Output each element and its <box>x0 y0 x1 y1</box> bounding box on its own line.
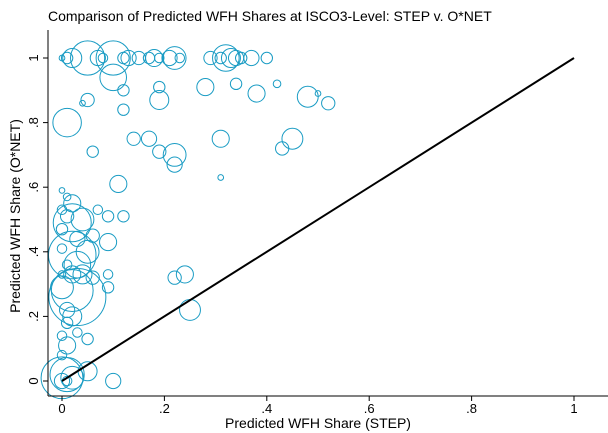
points-layer <box>40 40 336 400</box>
y-tick-label: 0 <box>26 377 41 384</box>
data-point <box>59 209 75 224</box>
data-point <box>70 40 106 76</box>
data-point <box>214 51 227 65</box>
data-point <box>153 80 166 94</box>
data-point <box>211 129 230 148</box>
data-point <box>79 99 86 107</box>
data-point <box>272 79 282 89</box>
data-point <box>152 144 167 159</box>
data-point <box>117 51 130 65</box>
data-point <box>48 268 107 327</box>
data-point <box>101 210 115 223</box>
data-point <box>162 46 187 70</box>
data-point <box>56 330 68 342</box>
data-point <box>62 306 83 327</box>
data-point <box>281 127 304 150</box>
data-point <box>62 192 72 202</box>
data-point <box>117 210 130 223</box>
data-point <box>243 49 260 67</box>
data-point <box>50 269 94 312</box>
data-point <box>117 103 130 116</box>
data-point <box>149 89 170 110</box>
x-tick-label: .2 <box>159 401 170 416</box>
data-point <box>52 203 92 243</box>
data-point <box>101 281 115 294</box>
data-point <box>63 250 92 279</box>
chart-title: Comparison of Predicted WFH Shares at IS… <box>48 8 492 24</box>
x-tick-label: .4 <box>261 401 272 416</box>
y-tick-label: .2 <box>26 311 41 322</box>
data-point <box>70 207 95 232</box>
y-tick-label: .6 <box>26 182 41 193</box>
data-point <box>99 233 118 252</box>
data-point <box>167 270 182 285</box>
data-point <box>105 372 122 390</box>
x-axis-label: Predicted WFH Share (STEP) <box>225 415 411 431</box>
y-tick-label: .4 <box>26 246 41 257</box>
reference-line-45deg <box>61 57 575 382</box>
data-point <box>60 51 74 65</box>
x-tick-label: 1 <box>570 401 577 416</box>
data-point <box>85 270 100 285</box>
data-point <box>154 52 165 64</box>
ticks-layer: 0 .2 .4 .6 .8 1 0 .2 .4 .6 .8 1 <box>26 54 578 416</box>
data-point <box>260 51 273 65</box>
data-point <box>72 264 93 285</box>
data-point <box>56 243 68 254</box>
data-point <box>120 49 137 67</box>
data-point <box>161 49 178 67</box>
y-tick-label: .8 <box>26 117 41 128</box>
y-tick-label: 1 <box>26 54 41 61</box>
x-tick-label: .6 <box>364 401 375 416</box>
data-point <box>235 51 248 65</box>
data-point <box>81 332 94 346</box>
data-point <box>53 372 71 390</box>
data-point <box>40 356 84 400</box>
data-point <box>229 77 243 91</box>
data-point <box>174 52 186 64</box>
data-point <box>203 50 218 66</box>
x-tick-label: 0 <box>58 401 65 416</box>
data-point <box>179 298 201 321</box>
data-point <box>275 141 290 156</box>
x-tick-label: .8 <box>466 401 477 416</box>
data-point <box>59 301 76 319</box>
data-point <box>162 143 187 167</box>
data-point <box>56 349 68 361</box>
data-point <box>220 48 241 68</box>
data-point <box>321 96 336 111</box>
data-point <box>62 48 83 68</box>
data-point <box>196 78 215 97</box>
data-point <box>314 90 322 97</box>
data-point <box>80 92 95 108</box>
data-point <box>296 85 319 108</box>
data-point <box>92 204 104 216</box>
data-point <box>61 259 73 270</box>
data-point <box>212 44 240 72</box>
data-point <box>60 316 74 330</box>
data-point <box>52 107 82 138</box>
data-point <box>55 222 69 236</box>
data-point <box>175 265 194 284</box>
data-point <box>109 174 128 194</box>
data-point <box>166 156 183 173</box>
data-point <box>58 336 77 355</box>
data-point <box>217 174 225 181</box>
data-point <box>49 356 85 393</box>
y-axis-label: Predicted WFH Share (O*NET) <box>7 119 23 313</box>
data-point <box>95 40 131 76</box>
data-point <box>72 327 83 338</box>
data-point <box>140 130 158 147</box>
data-point <box>145 48 164 68</box>
data-point <box>99 63 127 92</box>
data-point <box>58 187 66 194</box>
data-point <box>97 52 109 64</box>
data-point <box>247 84 266 103</box>
data-point <box>126 131 141 146</box>
data-point <box>60 365 85 390</box>
data-point <box>86 145 99 158</box>
data-point <box>102 269 114 280</box>
